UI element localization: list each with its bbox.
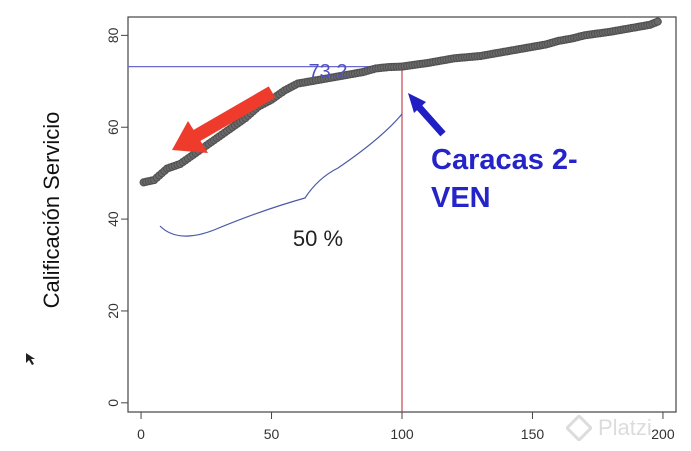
y-axis-label: Calificación Servicio — [39, 111, 64, 309]
watermark: Platzi — [566, 415, 652, 441]
x-tick-label: 200 — [651, 426, 675, 442]
span-label: 50 % — [293, 226, 343, 251]
median-value-label: 73.2 — [309, 61, 348, 83]
mouse-cursor-icon — [26, 353, 35, 365]
x-tick-label: 0 — [137, 426, 145, 442]
highlight-label-line2: VEN — [431, 182, 491, 214]
y-tick-label: 60 — [105, 119, 121, 135]
red-arrow-icon — [172, 86, 276, 153]
y-tick-label: 0 — [105, 399, 121, 407]
highlight-label-line1: Caracas 2- — [431, 144, 578, 176]
axes: 0 50 100 150 200 0 20 40 60 80 — [105, 27, 675, 442]
x-tick-label: 100 — [390, 426, 414, 442]
watermark-text: Platzi — [598, 415, 652, 440]
x-tick-label: 50 — [264, 426, 280, 442]
reference-lines — [128, 66, 403, 412]
y-tick-label: 20 — [105, 303, 121, 319]
x-tick-label: 150 — [521, 426, 545, 442]
blue-arrow-icon — [408, 93, 446, 137]
span-brace — [159, 113, 403, 237]
y-tick-label: 80 — [105, 27, 121, 43]
data-point — [653, 17, 662, 26]
platzi-logo-icon — [566, 415, 592, 441]
y-tick-label: 40 — [105, 211, 121, 227]
data-points — [139, 17, 662, 187]
